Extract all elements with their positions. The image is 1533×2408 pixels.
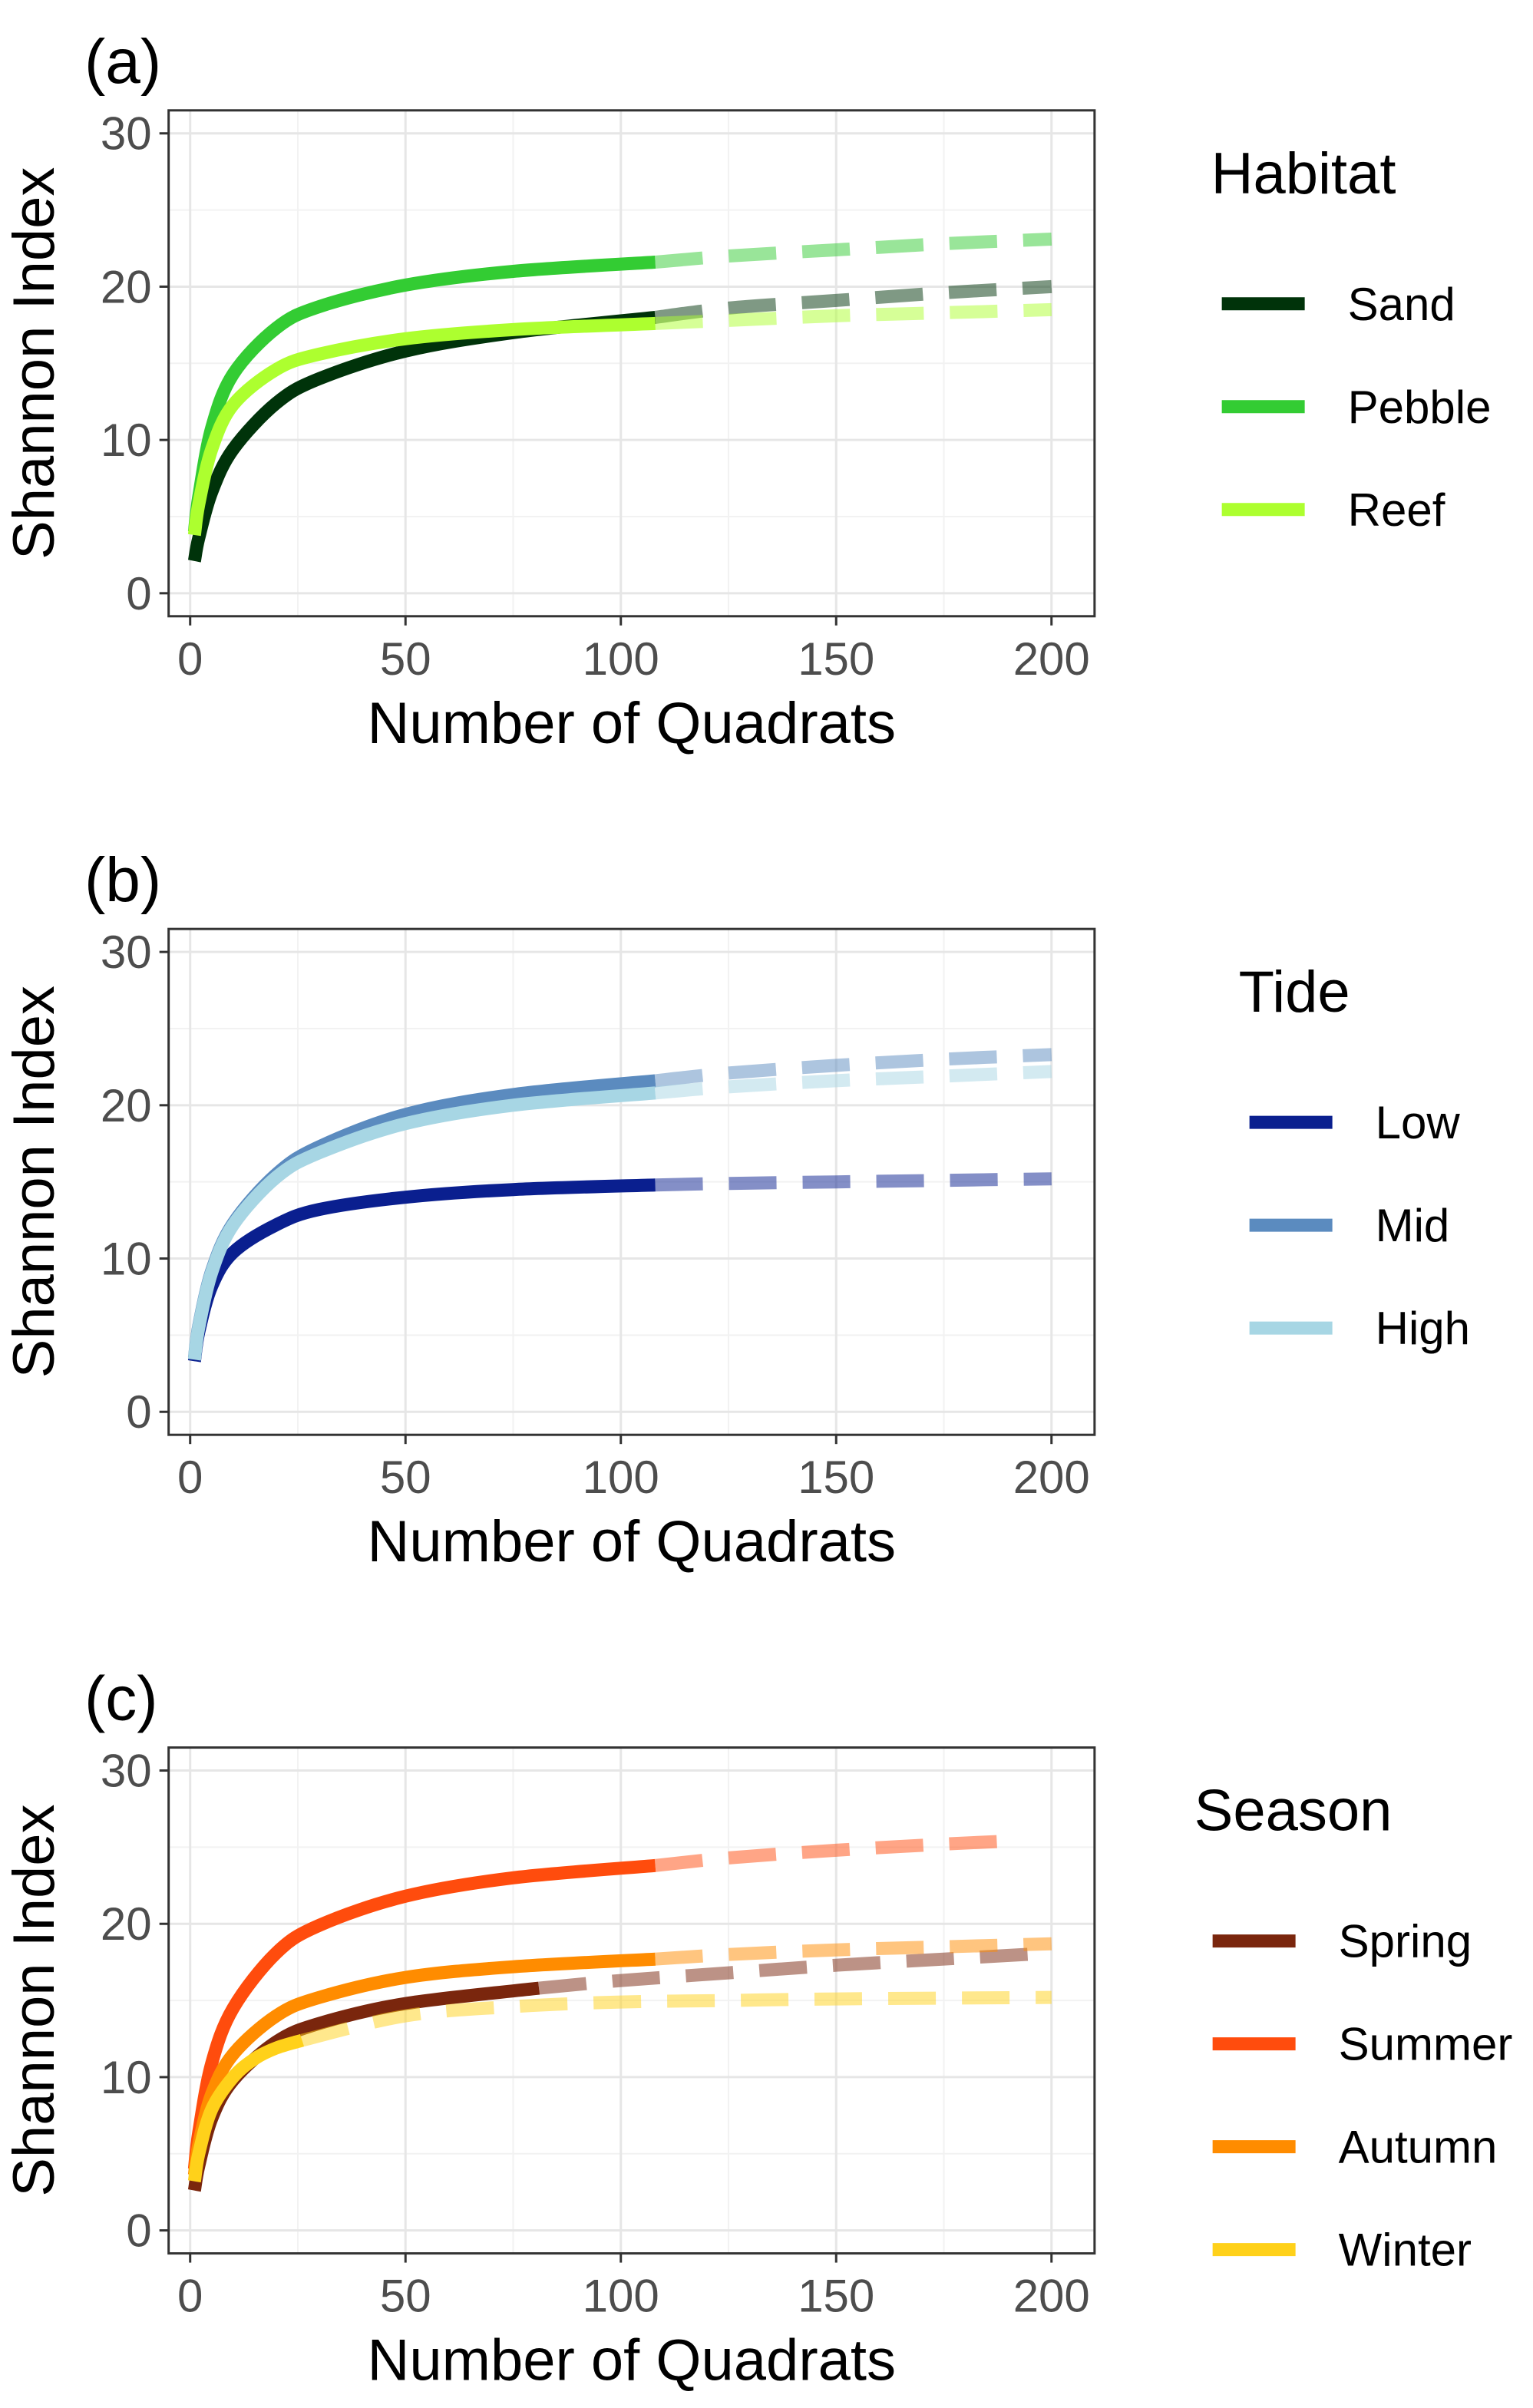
- y-tick-label: 10: [101, 2052, 152, 2103]
- legend-label-summer: Summer: [1339, 2019, 1513, 2070]
- y-tick-label: 10: [101, 1234, 152, 1285]
- plot-border: [167, 1746, 1096, 2255]
- x-tick-label: 100: [583, 2271, 659, 2322]
- x-tick-label: 50: [380, 633, 431, 685]
- series-line-summer-extrapolated: [654, 1834, 1009, 1872]
- x-axis-title: Number of Quadrats: [367, 1509, 896, 1574]
- y-tick-label: 10: [101, 415, 152, 466]
- series-line-autumn-extrapolated: [655, 1937, 1052, 1966]
- y-tick-label: 20: [101, 261, 152, 312]
- legend-label-sand: Sand: [1348, 279, 1455, 330]
- legend-label-winter: Winter: [1339, 2225, 1472, 2276]
- x-tick-label: 200: [1013, 1452, 1090, 1503]
- series-line-winter: [187, 2033, 305, 2183]
- y-tick-label: 0: [126, 1386, 151, 1438]
- legend-label-autumn: Autumn: [1339, 2122, 1498, 2173]
- series-line-sand-extrapolated: [654, 279, 1052, 324]
- plot-border: [167, 109, 1096, 618]
- legend-label-reef: Reef: [1348, 484, 1445, 536]
- y-axis-title: Shannon Index: [2, 1804, 67, 2196]
- x-tick-label: 0: [177, 1452, 203, 1503]
- x-tick-label: 200: [1013, 2271, 1090, 2322]
- x-tick-label: 150: [798, 2271, 874, 2322]
- panel-label: (a): [84, 27, 161, 97]
- legend-label-mid: Mid: [1376, 1200, 1450, 1251]
- plot-border: [167, 927, 1096, 1436]
- x-tick-label: 50: [380, 2271, 431, 2322]
- x-tick-label: 100: [583, 1452, 659, 1503]
- panel-label: (c): [84, 1664, 158, 1734]
- y-tick-label: 30: [101, 1746, 152, 1797]
- y-tick-label: 30: [101, 108, 152, 160]
- panel-a: (a) 0 50 100 150 200 0 10 20 30 Number of Quadrats…: [2, 27, 1491, 756]
- panel-c: (c) 0 50 100 150 200 0 10 20 30 Number of Quadrats…: [2, 1664, 1512, 2393]
- y-tick-label: 20: [101, 1080, 152, 1131]
- x-axis-title: Number of Quadrats: [367, 2328, 896, 2393]
- x-axis-title: Number of Quadrats: [367, 691, 896, 756]
- legend-label-spring: Spring: [1339, 1916, 1472, 1967]
- series-line-low-extrapolated: [655, 1172, 1052, 1192]
- y-tick-label: 0: [126, 2205, 151, 2257]
- series-line-winter-extrapolated: [300, 1990, 1052, 2047]
- x-tick-label: 150: [798, 633, 874, 685]
- x-tick-label: 100: [583, 633, 659, 685]
- series-line-reef: [187, 316, 656, 537]
- series-line-high: [187, 1086, 656, 1361]
- legend-title: Tide: [1239, 960, 1350, 1025]
- legend-label-pebble: Pebble: [1348, 382, 1492, 433]
- series-line-reef-extrapolated: [655, 302, 1052, 330]
- series-line-spring: [187, 1981, 540, 2192]
- legend-title: Season: [1194, 1779, 1393, 1844]
- y-tick-label: 30: [101, 927, 152, 978]
- series-line-high-extrapolated: [654, 1065, 1052, 1100]
- panel-label: (b): [84, 845, 161, 915]
- x-tick-label: 200: [1013, 633, 1090, 685]
- x-tick-label: 0: [177, 2271, 203, 2322]
- legend-label-low: Low: [1376, 1097, 1461, 1148]
- series-line-pebble: [187, 256, 656, 533]
- panel-b: (b) 0 50 100 150 200 0 10 20 30 Number of Quadrats…: [2, 845, 1470, 1574]
- legend-label-high: High: [1376, 1303, 1470, 1354]
- series-line-autumn: [187, 1952, 656, 2176]
- series-line-mid-extrapolated: [654, 1048, 1052, 1088]
- y-axis-title: Shannon Index: [2, 167, 67, 560]
- y-axis-title: Shannon Index: [2, 986, 67, 1378]
- y-tick-label: 20: [101, 1898, 152, 1950]
- series-line-pebble-extrapolated: [654, 233, 1052, 269]
- series-line-spring-extrapolated: [538, 1946, 1052, 1995]
- x-tick-label: 50: [380, 1452, 431, 1503]
- legend-title: Habitat: [1211, 141, 1396, 206]
- x-tick-label: 150: [798, 1452, 874, 1503]
- y-tick-label: 0: [126, 568, 151, 619]
- x-tick-label: 0: [177, 633, 203, 685]
